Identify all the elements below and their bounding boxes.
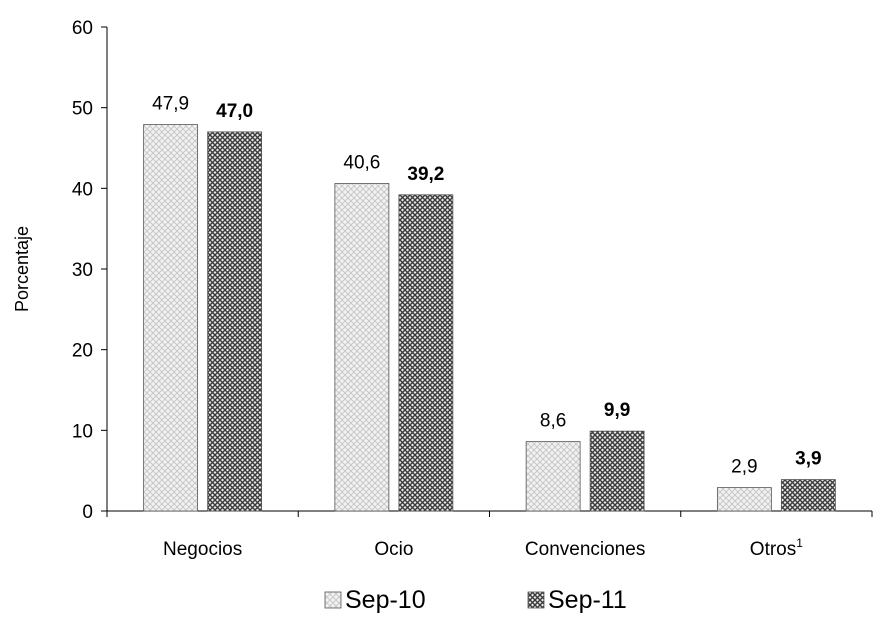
bar-sep-10-negocios <box>143 124 199 512</box>
y-axis-title: Porcentaje <box>12 226 32 312</box>
y-tick-label: 40 <box>72 179 93 200</box>
x-category-text: Otros <box>750 539 796 560</box>
bar-sep-11-negocios <box>207 131 263 512</box>
bar-sep-10-ocio <box>334 183 390 512</box>
x-category-label: Ocio <box>374 539 413 560</box>
x-category-label: Convenciones <box>525 539 645 560</box>
data-label: 3,9 <box>795 449 821 470</box>
data-label: 8,6 <box>540 411 566 432</box>
data-label: 39,2 <box>407 164 444 185</box>
bar-sep-10-otros <box>716 487 772 512</box>
y-tick-label: 20 <box>72 341 93 362</box>
x-category-superscript: 1 <box>796 536 803 550</box>
plot-area: 0 10 20 30 40 50 60 Porcentaje 47,9 47,0 Negocios 4… <box>12 18 873 560</box>
y-tick-label: 60 <box>72 18 93 39</box>
bar-sep-11-ocio <box>398 194 454 512</box>
bar-sep-10-convenciones <box>525 441 581 512</box>
x-category-text: Ocio <box>374 539 413 560</box>
bar-sep-11-convenciones <box>589 430 645 512</box>
data-label: 47,0 <box>216 101 253 122</box>
legend-swatch-sep-11 <box>527 591 545 609</box>
x-category-text: Negocios <box>163 539 242 560</box>
x-category-label: Otros1 <box>750 536 803 560</box>
legend-swatch-sep-10 <box>324 591 342 609</box>
y-tick-label: 0 <box>82 502 93 523</box>
y-tick-label: 50 <box>72 99 93 120</box>
y-tick-label: 10 <box>72 421 93 442</box>
y-tick-label: 30 <box>72 260 93 281</box>
data-label: 47,9 <box>152 94 189 115</box>
legend-label-sep-11: Sep-11 <box>548 586 627 614</box>
legend: Sep-10 Sep-11 <box>324 586 627 614</box>
x-category-text: Convenciones <box>525 539 645 560</box>
data-label: 2,9 <box>731 457 757 478</box>
x-category-label: Negocios <box>163 539 242 560</box>
data-label: 9,9 <box>604 400 630 421</box>
legend-label-sep-10: Sep-10 <box>345 586 426 614</box>
data-label: 40,6 <box>343 152 380 173</box>
bar-sep-11-otros <box>780 479 836 512</box>
